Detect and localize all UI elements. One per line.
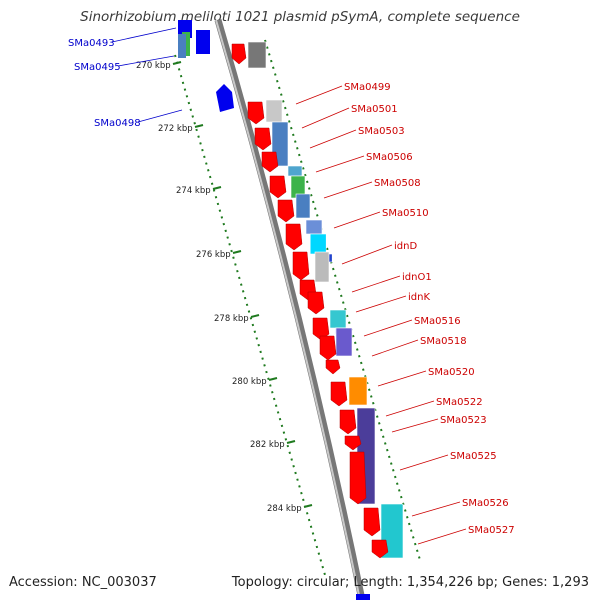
reverse-gene-label: SMa0495 <box>74 62 121 73</box>
label-connector <box>323 181 373 199</box>
accession: Accession: NC_003037 <box>9 575 157 590</box>
label-connector <box>351 275 401 293</box>
label-connector <box>111 27 177 43</box>
forward-gene-arrow <box>363 507 381 537</box>
gene-block <box>329 309 347 329</box>
forward-gene-arrow <box>344 435 362 451</box>
reverse-gene-label: SMa0493 <box>68 38 115 49</box>
reverse-gene <box>356 594 370 600</box>
label-connector <box>309 129 357 149</box>
gene-block <box>335 327 353 357</box>
ruler-tick-mark <box>268 377 278 381</box>
forward-gene-label: SMa0518 <box>420 336 467 347</box>
forward-gene-arrow <box>269 175 287 199</box>
backbone-highlight <box>215 19 361 600</box>
forward-gene-arrow <box>319 335 337 361</box>
forward-gene-label: SMa0520 <box>428 367 475 378</box>
label-connector <box>391 418 439 433</box>
forward-gene-label: SMa0523 <box>440 415 487 426</box>
forward-gene-label: SMa0501 <box>351 104 398 115</box>
forward-gene-arrow <box>254 127 272 151</box>
label-connector <box>137 109 183 123</box>
ruler-tick-mark <box>250 314 260 318</box>
backbone <box>214 19 366 600</box>
reverse-gene <box>196 30 210 54</box>
forward-gene-label: SMa0503 <box>358 126 405 137</box>
ruler-tick-mark <box>212 186 222 190</box>
forward-gene-arrow <box>339 409 357 435</box>
forward-gene-label: SMa0526 <box>462 498 509 509</box>
label-connector <box>301 107 350 129</box>
ruler-tick-label: 284 kbp <box>267 504 302 514</box>
ruler-dots-outer <box>264 39 421 561</box>
ruler-tick-label: 276 kbp <box>196 250 231 260</box>
ruler-tick-label: 278 kbp <box>214 314 249 324</box>
forward-gene-label: SMa0522 <box>436 397 483 408</box>
reverse-gene <box>178 34 186 58</box>
forward-gene-arrow <box>277 199 295 223</box>
gene-block <box>265 99 283 123</box>
gene-block <box>247 41 267 69</box>
ruler-tick-mark <box>303 504 313 508</box>
label-connector <box>117 55 175 67</box>
ruler-tick-label: 272 kbp <box>158 124 193 134</box>
gene-block <box>287 165 303 177</box>
label-connector <box>355 295 407 313</box>
forward-gene-label: SMa0506 <box>366 152 413 163</box>
ruler-tick-label: 270 kbp <box>136 61 171 71</box>
forward-gene-label: SMa0510 <box>382 208 429 219</box>
forward-gene-arrow <box>349 451 367 505</box>
label-connector <box>417 528 467 545</box>
ruler-tick-label: 280 kbp <box>232 377 267 387</box>
label-connector <box>385 400 435 417</box>
reverse-gene-label: SMa0498 <box>94 118 141 129</box>
forward-gene-arrow <box>261 151 279 173</box>
topology-info: Topology: circular; Length: 1,354,226 bp… <box>231 575 589 590</box>
forward-gene-label: SMa0527 <box>468 525 515 536</box>
forward-gene-arrow <box>325 359 341 375</box>
forward-gene-label: SMa0508 <box>374 178 421 189</box>
reverse-gene-arrow <box>216 84 234 112</box>
forward-gene-arrow <box>371 539 389 559</box>
forward-gene-label: SMa0525 <box>450 451 497 462</box>
forward-gene-arrow <box>231 43 247 65</box>
forward-gene-label: idnO1 <box>402 272 432 283</box>
forward-gene-arrow <box>285 223 303 251</box>
label-connector <box>341 244 393 265</box>
gene-block <box>348 376 368 406</box>
label-connector <box>371 339 419 357</box>
forward-gene-arrow <box>247 101 265 125</box>
forward-gene-label: idnD <box>394 241 417 252</box>
ruler-tick-mark <box>194 124 204 128</box>
label-connector <box>315 155 365 173</box>
ruler-tick-label: 282 kbp <box>250 440 285 450</box>
ruler-tick-label: 274 kbp <box>176 186 211 196</box>
gene-block <box>314 251 330 283</box>
label-connector <box>295 85 343 105</box>
label-connector <box>333 211 381 229</box>
label-connector <box>399 454 449 471</box>
forward-gene-arrow <box>292 251 310 281</box>
forward-gene-label: SMa0516 <box>414 316 461 327</box>
label-connector <box>411 501 461 517</box>
forward-gene-label: SMa0499 <box>344 82 391 93</box>
forward-gene-label: idnK <box>408 292 430 303</box>
forward-gene-arrow <box>307 291 325 315</box>
forward-gene-arrow <box>330 381 348 407</box>
ruler-tick-mark <box>232 250 242 254</box>
gene-block <box>305 219 323 235</box>
label-connector <box>363 319 413 337</box>
ruler-tick-mark <box>172 61 182 65</box>
gene-block <box>309 233 327 255</box>
label-connector <box>377 370 427 387</box>
gene-block <box>295 193 311 219</box>
ruler-tick-mark <box>286 440 296 444</box>
